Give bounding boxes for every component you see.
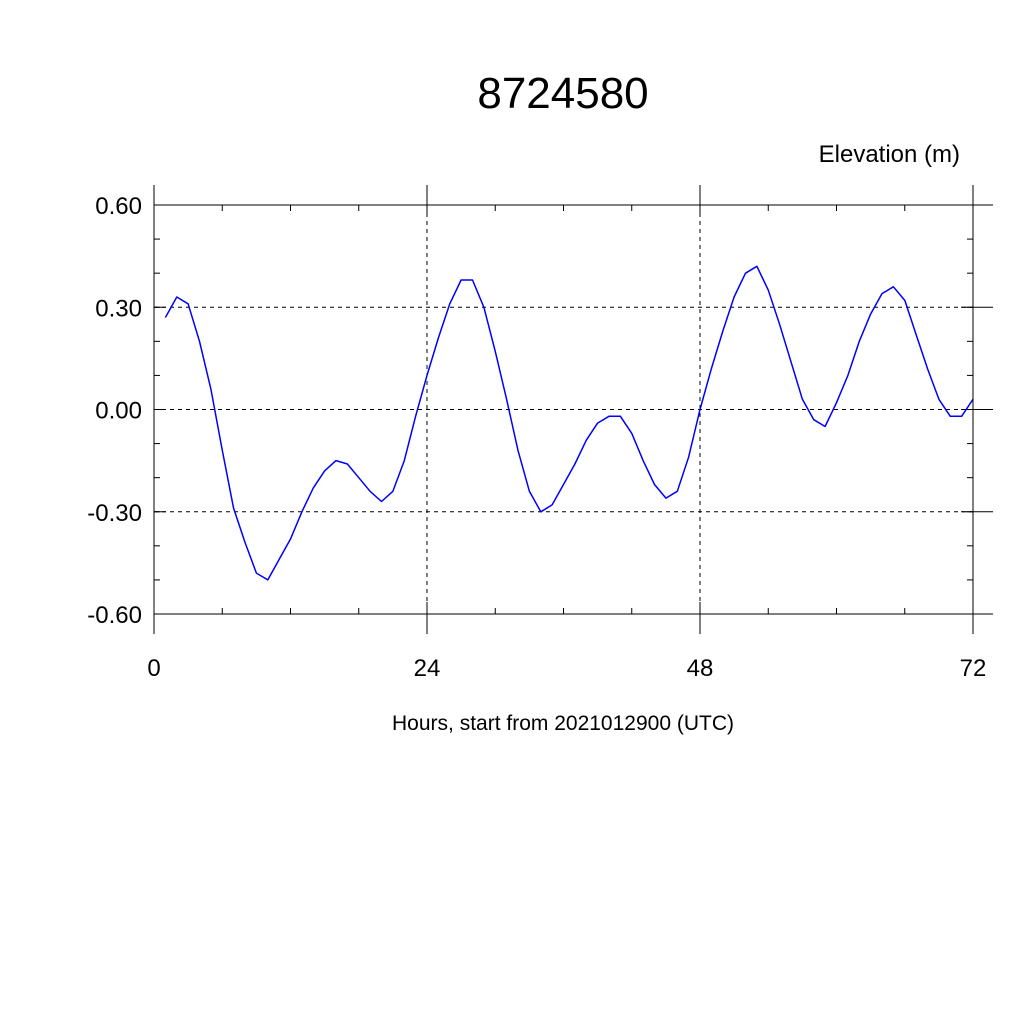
series-layer bbox=[164, 265, 974, 581]
grid-lines bbox=[153, 204, 974, 615]
y-tick-label: 0.60 bbox=[95, 193, 142, 220]
x-tick-label: 0 bbox=[147, 655, 160, 682]
y-tick-label: 0.00 bbox=[95, 398, 142, 425]
elevation-series-line bbox=[164, 265, 974, 581]
unit-label: Elevation (m) bbox=[819, 141, 960, 168]
y-tick-label: 0.30 bbox=[95, 295, 142, 322]
x-tick-label: 72 bbox=[960, 655, 987, 682]
y-tick-label: -0.60 bbox=[87, 602, 142, 629]
x-tick-label: 48 bbox=[687, 655, 714, 682]
x-tick-label: 24 bbox=[414, 655, 441, 682]
y-tick-label: -0.30 bbox=[87, 500, 142, 527]
tick-labels: -0.60 -0.30 0.00 0.30 0.60 0 24 48 72 bbox=[87, 193, 986, 682]
chart-title: 8724580 bbox=[477, 69, 648, 118]
x-axis-title: Hours, start from 2021012900 (UTC) bbox=[392, 712, 734, 735]
plot-frame bbox=[153, 204, 974, 615]
